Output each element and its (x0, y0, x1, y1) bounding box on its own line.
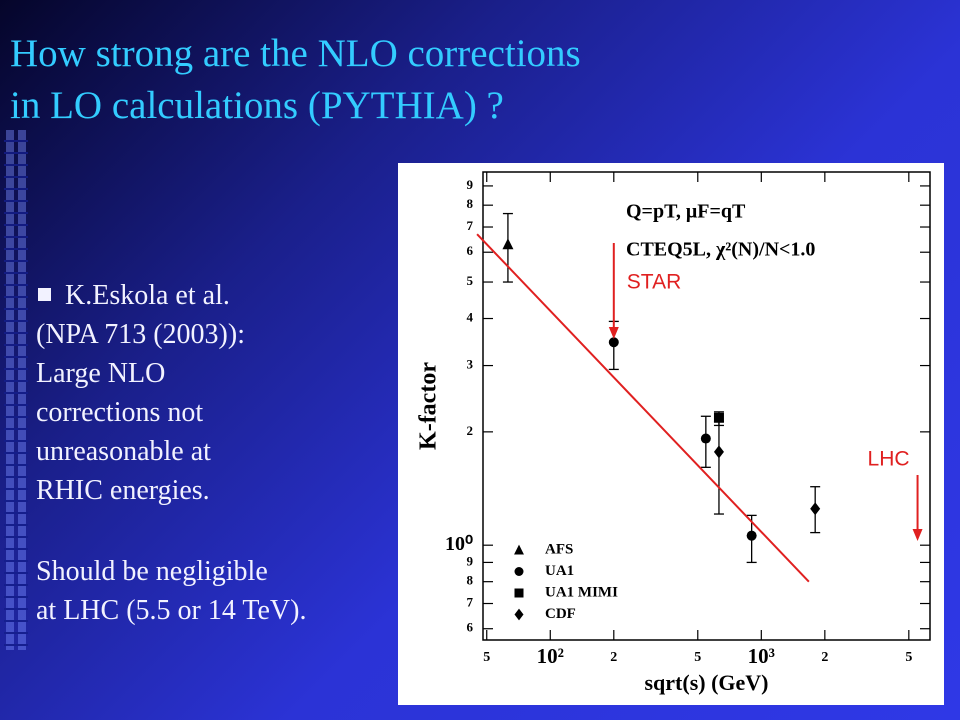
annotation: Q=pT, μF=qT (626, 201, 746, 223)
data-point (713, 445, 724, 459)
y-tick-label: 7 (467, 594, 474, 609)
y-tick-label: 8 (467, 196, 474, 211)
y-tick-label: 6 (467, 243, 474, 258)
x-tick-label: 5 (905, 650, 912, 665)
body-line: RHIC energies. (36, 475, 210, 506)
chart-background (398, 163, 944, 705)
body-line: unreasonable at (36, 436, 211, 467)
body-line: Large NLO (36, 358, 166, 389)
y-tick-label: 5 (467, 273, 474, 288)
legend-label: AFS (545, 541, 573, 557)
y-tick-label: 6 (467, 620, 474, 635)
y-tick-label: 8 (467, 573, 474, 588)
x-tick-label: 10³ (748, 644, 775, 668)
arrow-label: STAR (627, 271, 681, 294)
body-text: K.Eskola et al. (NPA 713 (2003)): Large … (36, 276, 306, 630)
y-tick-label: 4 (467, 310, 474, 325)
data-point (502, 238, 514, 250)
fit-line (476, 233, 810, 583)
annotation: CTEQ5L, χ²(N)/N<1.0 (626, 239, 815, 261)
body-line: at LHC (5.5 or 14 TeV). (36, 595, 307, 626)
body-line: corrections not (36, 397, 204, 428)
slide-title: How strong are the NLO corrections in LO… (10, 28, 581, 132)
x-tick-label: 10² (537, 644, 564, 668)
legend-marker (514, 588, 524, 598)
legend-label: CDF (545, 606, 576, 622)
bullet-marker (38, 288, 51, 301)
y-tick-label: 2 (467, 423, 474, 438)
title-line: in LO calculations (PYTHIA) ? (10, 84, 504, 127)
x-tick-label: 2 (821, 650, 828, 665)
x-axis-label: sqrt(s) (GeV) (644, 670, 768, 695)
data-point (746, 530, 757, 541)
bullet-text: K.Eskola et al. (65, 280, 230, 311)
decoration (4, 130, 28, 650)
data-point (700, 433, 711, 444)
arrow-label: LHC (868, 448, 910, 471)
legend-label: UA1 (545, 563, 574, 579)
data-point (713, 412, 724, 423)
legend-label: UA1 MIMI (545, 584, 618, 600)
x-tick-label: 2 (610, 650, 617, 665)
arrow-head (912, 529, 923, 541)
y-tick-label: 9 (467, 553, 474, 568)
legend-marker (514, 567, 524, 576)
legend-marker (514, 544, 524, 555)
body-line: (NPA 713 (2003)): (36, 319, 245, 350)
y-tick-label: 7 (467, 218, 474, 233)
data-point (608, 337, 619, 348)
y-tick-label: 3 (467, 357, 474, 372)
plot-frame (482, 171, 931, 641)
y-tick-label: 10⁰ (445, 533, 473, 555)
bullet: K.Eskola et al. (36, 276, 306, 315)
y-tick-label: 9 (467, 177, 474, 192)
x-tick-label: 5 (694, 650, 701, 665)
x-tick-label: 5 (483, 650, 490, 665)
body-line: Should be negligible (36, 556, 268, 587)
title-line: How strong are the NLO corrections (10, 32, 581, 75)
legend-marker (514, 608, 524, 621)
data-point (810, 502, 821, 516)
y-axis-label: K-factor (416, 362, 442, 450)
spacer (36, 510, 306, 552)
arrow-head (608, 327, 619, 339)
